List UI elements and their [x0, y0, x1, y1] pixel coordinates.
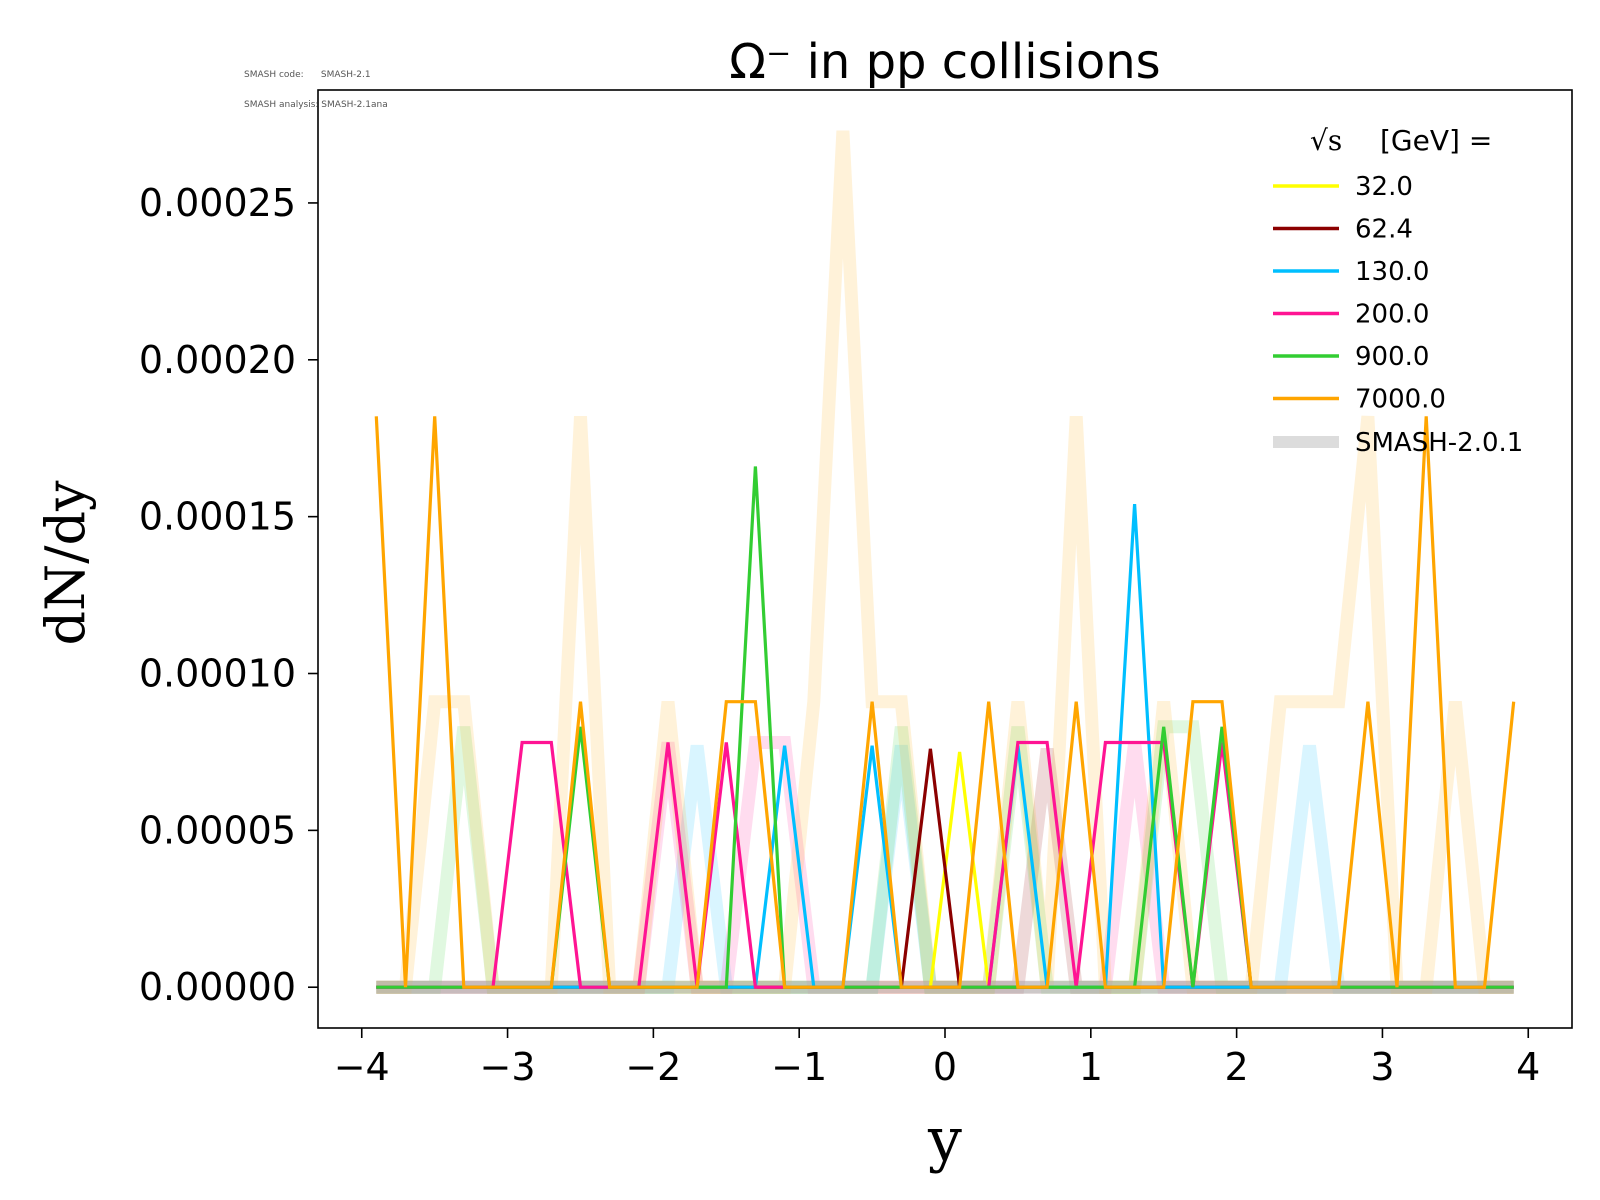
legend-label-900.0: 900.0: [1355, 342, 1429, 372]
y-tick-label: 0.00020: [139, 338, 296, 382]
y-tick-label: 0.00000: [139, 965, 296, 1009]
x-tick-label: −2: [625, 1045, 681, 1089]
y-tick-label: 0.00025: [139, 181, 296, 225]
x-tick-label: −3: [480, 1045, 536, 1089]
version-code-line: SMASH code: SMASH-2.1: [244, 70, 371, 80]
series-lines-layer: [374, 416, 1516, 989]
x-axis-ticks: −4 −3 −2 −1 0 1 2 3 4: [334, 1028, 1540, 1089]
version-info: SMASH code: SMASH-2.1 SMASH analysis: SM…: [244, 50, 388, 120]
legend: √s [GeV] = 32.0 62.4 130.0 200.0 900.0 7000.0…: [1273, 124, 1523, 458]
x-axis-label: y: [927, 1105, 962, 1175]
chart-title: Ω⁻ in pp collisions: [729, 34, 1160, 90]
x-tick-label: 1: [1079, 1045, 1103, 1089]
series-line-900.0: [376, 466, 1514, 989]
x-tick-label: −4: [334, 1045, 390, 1089]
x-tick-label: 3: [1370, 1045, 1394, 1089]
legend-label-reference: SMASH-2.0.1: [1355, 428, 1523, 458]
y-tick-label: 0.00010: [139, 652, 296, 696]
legend-label-200.0: 200.0: [1355, 300, 1429, 330]
legend-title-sqrt: √s: [1310, 124, 1342, 157]
y-axis-ticks: 0.00000 0.00005 0.00010 0.00015 0.00020 0.000…: [139, 181, 318, 1009]
series-line-7000.0: [374, 416, 1516, 989]
legend-label-7000.0: 7000.0: [1355, 385, 1446, 415]
legend-label-32.0: 32.0: [1355, 172, 1413, 202]
y-tick-label: 0.00015: [139, 495, 296, 539]
x-tick-label: 4: [1516, 1045, 1540, 1089]
x-tick-label: −1: [771, 1045, 827, 1089]
legend-label-130.0: 130.0: [1355, 257, 1429, 287]
version-analysis-line: SMASH analysis: SMASH-2.1ana: [244, 100, 388, 110]
series-line-130.0: [376, 504, 1514, 989]
legend-title-unit: [GeV] =: [1380, 124, 1492, 157]
legend-items: 32.0 62.4 130.0 200.0 900.0 7000.0: [1273, 172, 1446, 415]
x-tick-label: 0: [933, 1045, 957, 1089]
y-axis-label: dN/dy: [34, 480, 97, 646]
y-tick-label: 0.00005: [139, 808, 296, 852]
x-tick-label: 2: [1225, 1045, 1249, 1089]
legend-label-62.4: 62.4: [1355, 215, 1413, 245]
